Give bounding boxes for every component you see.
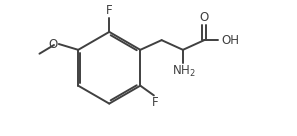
Text: F: F (106, 4, 113, 17)
Text: O: O (49, 38, 58, 50)
Text: F: F (151, 96, 158, 109)
Text: NH$_2$: NH$_2$ (172, 64, 196, 79)
Text: O: O (200, 11, 209, 24)
Text: OH: OH (222, 34, 240, 47)
